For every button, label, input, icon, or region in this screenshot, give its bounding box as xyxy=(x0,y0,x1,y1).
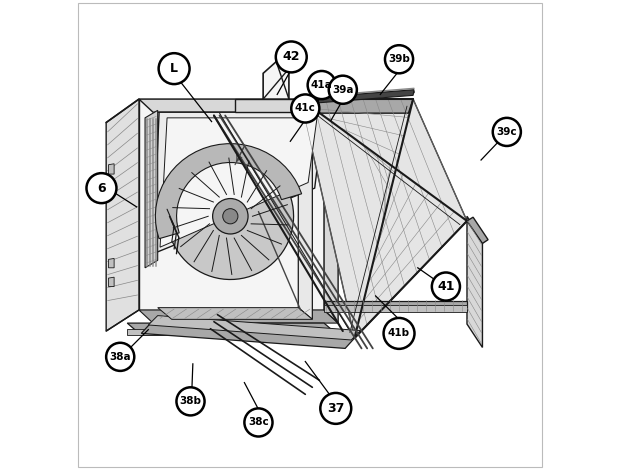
Polygon shape xyxy=(127,323,338,335)
Polygon shape xyxy=(108,277,114,287)
Polygon shape xyxy=(467,217,488,243)
Polygon shape xyxy=(106,99,139,331)
Circle shape xyxy=(86,173,117,203)
Text: 37: 37 xyxy=(327,402,345,415)
Circle shape xyxy=(159,53,190,84)
Circle shape xyxy=(244,408,273,437)
Polygon shape xyxy=(467,216,482,347)
Polygon shape xyxy=(108,164,114,174)
Text: 39b: 39b xyxy=(388,54,410,64)
Circle shape xyxy=(493,118,521,146)
Polygon shape xyxy=(324,306,467,312)
Polygon shape xyxy=(148,315,361,340)
Circle shape xyxy=(321,393,352,424)
Polygon shape xyxy=(139,99,324,310)
Polygon shape xyxy=(298,112,312,319)
Polygon shape xyxy=(145,110,157,268)
Text: 38b: 38b xyxy=(180,396,202,407)
Text: 41: 41 xyxy=(437,280,454,293)
Text: 41a: 41a xyxy=(311,80,332,90)
Circle shape xyxy=(223,209,238,224)
Text: 39c: 39c xyxy=(497,127,517,137)
Polygon shape xyxy=(263,62,289,99)
Text: 6: 6 xyxy=(97,181,106,195)
Polygon shape xyxy=(127,329,324,335)
Polygon shape xyxy=(301,99,467,338)
Polygon shape xyxy=(156,144,302,239)
Circle shape xyxy=(384,318,415,349)
Polygon shape xyxy=(160,118,317,247)
Polygon shape xyxy=(153,112,324,254)
Circle shape xyxy=(106,343,135,371)
Circle shape xyxy=(276,41,307,72)
Polygon shape xyxy=(139,310,338,323)
Polygon shape xyxy=(139,99,338,112)
Text: L: L xyxy=(170,62,178,75)
Polygon shape xyxy=(324,301,467,310)
Polygon shape xyxy=(108,258,114,268)
Circle shape xyxy=(291,94,319,123)
Polygon shape xyxy=(296,99,413,113)
Polygon shape xyxy=(141,323,355,348)
Circle shape xyxy=(177,387,205,415)
Polygon shape xyxy=(324,99,338,323)
Circle shape xyxy=(213,198,248,234)
Text: 39a: 39a xyxy=(332,85,353,95)
Text: 41b: 41b xyxy=(388,329,410,338)
Circle shape xyxy=(432,273,460,301)
Text: 42: 42 xyxy=(283,50,300,63)
Circle shape xyxy=(385,45,413,73)
Polygon shape xyxy=(294,90,414,105)
Polygon shape xyxy=(108,182,114,193)
Polygon shape xyxy=(157,308,312,319)
Text: 38a: 38a xyxy=(109,352,131,362)
Circle shape xyxy=(329,76,357,104)
Text: 41c: 41c xyxy=(295,103,316,113)
Text: 38c: 38c xyxy=(248,417,269,427)
Polygon shape xyxy=(167,153,294,280)
Circle shape xyxy=(308,71,336,99)
Polygon shape xyxy=(235,99,324,112)
